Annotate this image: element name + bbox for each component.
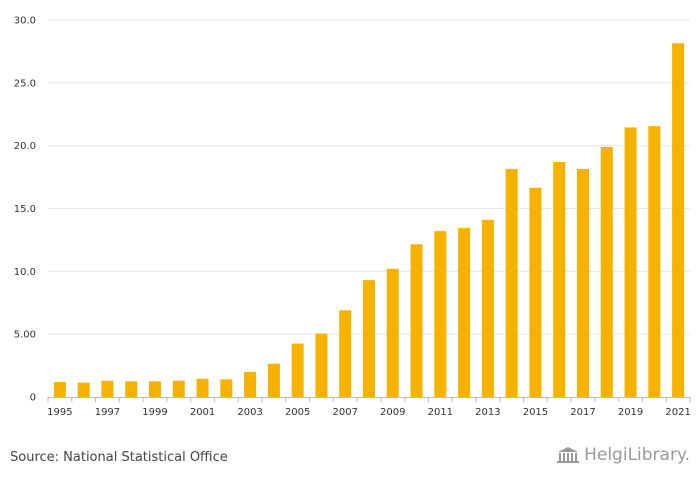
bar-2013[interactable] [481, 219, 494, 397]
x-tick-label: 2007 [332, 407, 357, 418]
y-tick-label: 25.0 [14, 78, 36, 89]
bar-2011[interactable] [434, 231, 447, 397]
x-tick-label: 2015 [523, 407, 548, 418]
x-tick-label: 1997 [95, 407, 120, 418]
bar-2002[interactable] [220, 379, 233, 397]
bar-2020[interactable] [648, 126, 661, 397]
x-axis: 1995 1997 1999 2001 2003 2005 2007 2009 2011 2013… [47, 397, 691, 418]
bar-2018[interactable] [600, 146, 613, 397]
y-tick-label: 20.0 [14, 141, 36, 152]
bar-2009[interactable] [386, 268, 399, 397]
bar-2006[interactable] [315, 333, 328, 397]
x-tick-label: 2019 [618, 407, 643, 418]
bar-chart: 0 5.00 10.0 15.0 20.0 25.0 30.0 1995 1997 1999 20… [14, 16, 691, 419]
source-note: Source: National Statistical Office [10, 450, 228, 465]
bar-2014[interactable] [505, 168, 518, 397]
bar-2021[interactable] [672, 43, 685, 397]
x-tick-label: 1995 [47, 407, 72, 418]
bar-2008[interactable] [363, 280, 375, 397]
x-tick-label: 2021 [665, 407, 690, 418]
bar-2007[interactable] [339, 310, 352, 397]
bar-2015[interactable] [529, 187, 542, 397]
bar-2001[interactable] [196, 378, 209, 397]
y-tick-label: 5.00 [14, 330, 36, 341]
bar-1998[interactable] [125, 381, 138, 397]
bar-2016[interactable] [553, 162, 566, 397]
x-tick-label: 2001 [190, 407, 215, 418]
bars [53, 43, 685, 397]
bar-2010[interactable] [410, 244, 423, 397]
x-tick-label: 2009 [380, 407, 405, 418]
y-tick-label: 10.0 [14, 267, 36, 278]
y-tick-label: 30.0 [14, 16, 36, 27]
bar-1996[interactable] [77, 382, 90, 397]
x-tick-label: 2017 [570, 407, 595, 418]
bar-2003[interactable] [244, 371, 257, 397]
y-tick-label: 15.0 [14, 204, 36, 215]
bar-2012[interactable] [458, 227, 471, 397]
y-tick-label: 0 [30, 393, 36, 404]
logo-text: HelgiLibrary. [584, 445, 690, 465]
x-tick-label: 2011 [428, 407, 453, 418]
bar-1997[interactable] [101, 380, 114, 397]
bar-1999[interactable] [149, 381, 161, 397]
x-tick-label: 2003 [237, 407, 262, 418]
helgilibrary-logo[interactable]: HelgiLibrary. [556, 445, 690, 465]
bar-1995[interactable] [53, 381, 66, 397]
x-tick-label: 2005 [285, 407, 310, 418]
bar-2005[interactable] [291, 343, 304, 397]
x-tick-label: 2013 [475, 407, 500, 418]
bar-2019[interactable] [624, 127, 637, 397]
bar-2004[interactable] [267, 363, 280, 397]
x-tick-label: 1999 [142, 407, 167, 418]
bar-2017[interactable] [577, 168, 589, 397]
y-axis: 0 5.00 10.0 15.0 20.0 25.0 30.0 [14, 16, 36, 404]
bar-2000[interactable] [172, 380, 185, 397]
library-building-icon [557, 447, 580, 463]
